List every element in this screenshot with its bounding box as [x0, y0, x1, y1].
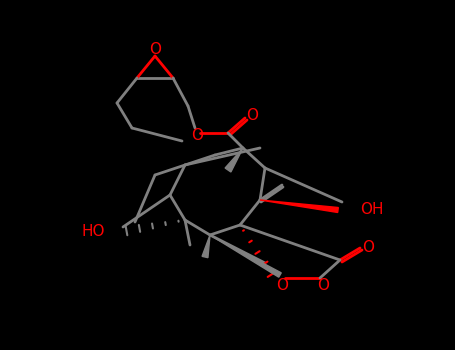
Text: O: O — [276, 279, 288, 294]
Polygon shape — [202, 235, 210, 258]
Text: O: O — [317, 279, 329, 294]
Text: HO: HO — [81, 224, 105, 239]
Text: O: O — [191, 127, 203, 142]
Polygon shape — [210, 235, 281, 277]
Polygon shape — [225, 148, 243, 172]
Polygon shape — [260, 200, 339, 212]
Text: OH: OH — [360, 203, 384, 217]
Text: O: O — [149, 42, 161, 57]
Text: O: O — [246, 107, 258, 122]
Text: O: O — [362, 240, 374, 256]
